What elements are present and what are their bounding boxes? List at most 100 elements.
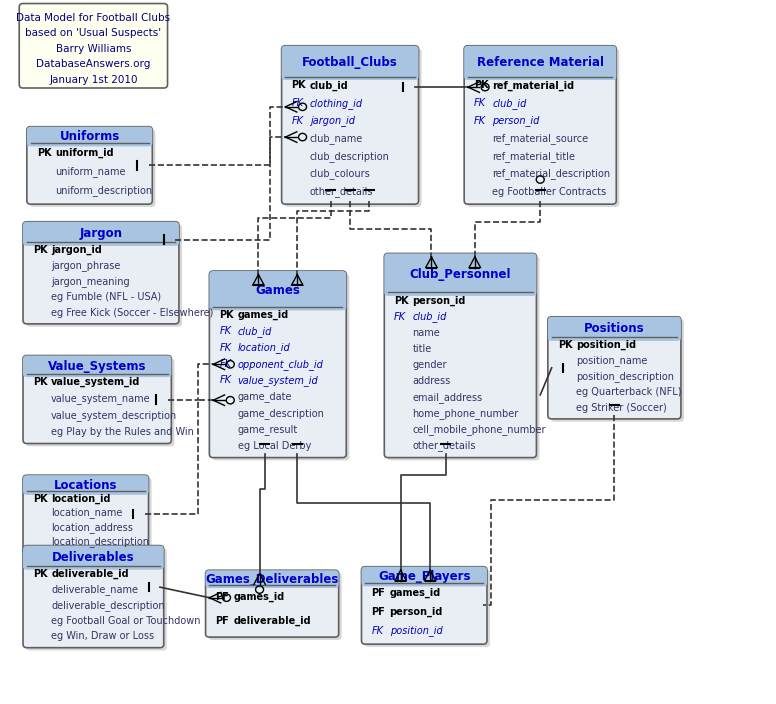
Text: name: name (412, 328, 440, 338)
Text: Value_Systems: Value_Systems (48, 360, 147, 373)
Text: eg Fumble (NFL - USA): eg Fumble (NFL - USA) (51, 292, 161, 302)
Text: Locations: Locations (54, 479, 117, 491)
FancyBboxPatch shape (362, 567, 487, 644)
Text: Data Model for Football Clubs: Data Model for Football Clubs (16, 13, 171, 23)
Text: location_id: location_id (51, 494, 111, 504)
Text: opponent_club_id: opponent_club_id (237, 358, 324, 370)
Text: ref_material_title: ref_material_title (492, 151, 575, 162)
Text: Club_Personnel: Club_Personnel (410, 268, 511, 281)
Text: FK: FK (220, 327, 231, 337)
Text: based on 'Usual Suspects': based on 'Usual Suspects' (26, 28, 161, 39)
Text: ref_material_id: ref_material_id (492, 80, 574, 91)
Text: games_id: games_id (237, 310, 289, 320)
Text: cell_mobile_phone_number: cell_mobile_phone_number (412, 425, 546, 435)
Text: home_phone_number: home_phone_number (412, 408, 518, 419)
Text: location_description: location_description (51, 536, 149, 547)
Text: value_system_description: value_system_description (51, 410, 178, 420)
Text: other_details: other_details (310, 187, 373, 197)
Text: position_id: position_id (576, 340, 636, 351)
Text: club_id: club_id (237, 326, 272, 337)
FancyBboxPatch shape (26, 358, 175, 446)
FancyBboxPatch shape (23, 546, 164, 648)
Text: person_id: person_id (492, 115, 539, 126)
Text: value_system_name: value_system_name (51, 393, 151, 404)
Text: games_id: games_id (390, 587, 441, 598)
Text: jargon_meaning: jargon_meaning (51, 276, 130, 287)
Text: eg Footballer Contracts: eg Footballer Contracts (492, 187, 606, 197)
Text: uniform_name: uniform_name (55, 166, 126, 177)
FancyBboxPatch shape (548, 317, 681, 419)
Text: FK: FK (292, 98, 303, 108)
Text: Games_Deliverables: Games_Deliverables (206, 572, 339, 586)
Text: club_colours: club_colours (310, 168, 370, 180)
FancyBboxPatch shape (210, 271, 346, 310)
Text: PF: PF (372, 588, 385, 598)
FancyBboxPatch shape (26, 548, 167, 650)
FancyBboxPatch shape (27, 127, 152, 146)
Text: FK: FK (474, 98, 486, 108)
FancyBboxPatch shape (467, 49, 619, 207)
Text: deliverable_description: deliverable_description (51, 600, 165, 610)
Text: ref_material_description: ref_material_description (492, 168, 611, 180)
FancyBboxPatch shape (29, 130, 155, 207)
FancyBboxPatch shape (23, 475, 148, 553)
Text: eg Striker (Soccer): eg Striker (Soccer) (576, 403, 667, 413)
Text: eg Local Derby: eg Local Derby (237, 441, 311, 451)
Text: Football_Clubs: Football_Clubs (302, 56, 398, 70)
Text: other_details: other_details (412, 441, 476, 451)
Text: PK: PK (33, 494, 47, 503)
FancyBboxPatch shape (387, 256, 539, 460)
Text: email_address: email_address (412, 392, 483, 403)
Text: gender: gender (412, 360, 447, 370)
FancyBboxPatch shape (19, 4, 168, 88)
FancyBboxPatch shape (209, 573, 341, 640)
Text: Game_Players: Game_Players (378, 570, 470, 583)
Text: jargon_id: jargon_id (51, 245, 102, 256)
Text: Deliverables: Deliverables (52, 551, 135, 564)
FancyBboxPatch shape (213, 274, 349, 460)
Text: PK: PK (33, 569, 47, 579)
Text: jargon_id: jargon_id (310, 115, 355, 126)
FancyBboxPatch shape (285, 49, 421, 207)
Text: game_description: game_description (237, 408, 324, 419)
FancyBboxPatch shape (282, 46, 418, 80)
Text: FK: FK (220, 343, 231, 353)
FancyBboxPatch shape (384, 253, 536, 458)
Text: game_date: game_date (237, 391, 292, 402)
Text: PF: PF (216, 616, 229, 627)
Text: title: title (412, 344, 431, 354)
Text: FK: FK (474, 116, 486, 126)
FancyBboxPatch shape (23, 546, 164, 570)
Text: PK: PK (33, 377, 47, 387)
Text: PK: PK (220, 310, 234, 320)
FancyBboxPatch shape (23, 222, 179, 246)
Text: position_description: position_description (576, 371, 674, 382)
FancyBboxPatch shape (464, 46, 616, 204)
Text: eg Play by the Rules and Win: eg Play by the Rules and Win (51, 427, 194, 436)
Text: clothing_id: clothing_id (310, 98, 363, 108)
Text: PK: PK (394, 296, 409, 306)
Text: PK: PK (36, 148, 51, 158)
Text: PF: PF (372, 607, 385, 617)
Text: PK: PK (474, 80, 489, 90)
Text: ref_material_source: ref_material_source (492, 133, 588, 144)
Text: FK: FK (394, 312, 406, 322)
FancyBboxPatch shape (27, 127, 152, 204)
FancyBboxPatch shape (26, 225, 182, 327)
FancyBboxPatch shape (210, 271, 346, 458)
FancyBboxPatch shape (23, 356, 171, 444)
Text: eg Free Kick (Soccer - Elsewhere): eg Free Kick (Soccer - Elsewhere) (51, 308, 213, 318)
Text: eg Quarterback (NFL): eg Quarterback (NFL) (576, 387, 681, 397)
FancyBboxPatch shape (23, 222, 179, 324)
Text: location_name: location_name (51, 508, 123, 518)
FancyBboxPatch shape (26, 478, 151, 555)
Text: club_name: club_name (310, 133, 363, 144)
Text: PK: PK (558, 340, 573, 350)
FancyBboxPatch shape (282, 46, 418, 204)
Text: DatabaseAnswers.org: DatabaseAnswers.org (36, 59, 151, 70)
Text: person_id: person_id (412, 296, 466, 306)
Text: FK: FK (220, 375, 231, 386)
Text: FK: FK (292, 116, 303, 126)
Text: deliverable_id: deliverable_id (51, 569, 129, 579)
Text: game_result: game_result (237, 424, 298, 435)
